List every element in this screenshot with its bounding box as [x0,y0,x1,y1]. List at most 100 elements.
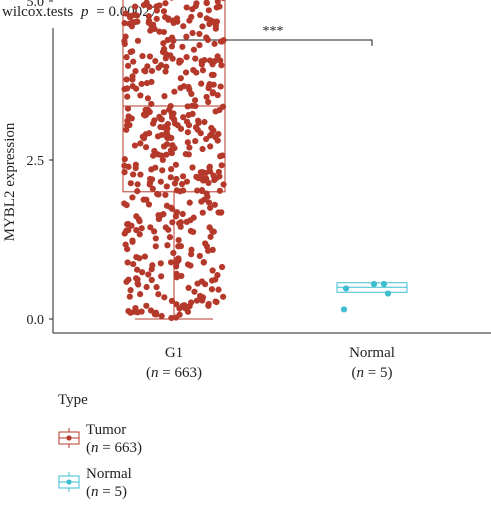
data-point [176,57,183,64]
data-point [137,291,144,298]
data-point [172,161,180,168]
data-point [217,83,224,90]
data-point [162,191,169,199]
data-point [150,120,157,127]
data-point [185,284,192,291]
data-point [152,309,160,316]
data-point [160,8,168,15]
data-point [121,169,128,176]
legend-item-tumor: Tumor (n = 663) [58,421,142,457]
data-point [171,116,178,123]
data-point [196,42,203,49]
data-point [153,7,161,14]
data-point [152,243,159,250]
data-point [145,271,152,278]
data-point [183,4,190,11]
data-point [152,235,159,242]
data-point [218,162,225,169]
data-point [163,202,171,209]
data-point [203,34,210,41]
data-point [160,40,167,47]
data-point [155,291,162,298]
data-point [148,67,156,75]
data-point [212,276,219,283]
data-point [214,0,221,5]
data-point [211,58,218,65]
data-point [199,209,206,216]
data-point [191,288,198,295]
p-symbol: p [80,4,89,20]
data-point [195,119,202,127]
x-tick-n-g1: (n = 663) [146,365,202,380]
data-point [125,308,132,315]
data-point [136,255,143,262]
data-point [209,267,216,274]
data-point [169,219,176,226]
data-point [143,302,150,309]
data-point [159,167,166,174]
data-point [122,10,130,17]
data-point [211,40,218,47]
data-point [220,0,226,2]
data-point [188,299,195,306]
data-point [189,29,196,37]
data-point [183,178,191,185]
data-point [169,142,176,149]
data-point [137,140,144,147]
data-point [173,15,181,22]
data-point [145,201,153,208]
data-point [155,191,162,198]
data-point [151,228,158,235]
data-point [212,134,219,141]
data-point [133,227,140,234]
data-point [123,76,130,83]
data-point [184,261,192,268]
title-prefix: wilcox.tests [2,4,73,20]
data-point [194,280,201,287]
data-point [134,188,141,195]
data-point [186,17,193,24]
data-point [142,106,149,113]
data-point [160,124,167,131]
data-point [130,171,137,178]
data-point [192,137,199,145]
data-point [197,11,204,19]
plot-area [121,0,408,322]
data-point [138,308,145,315]
data-point [150,152,157,159]
data-point [144,95,152,102]
data-point [124,221,131,228]
data-point [162,224,169,231]
data-point [144,63,151,70]
data-point [127,48,134,56]
data-point [197,130,204,137]
data-point [186,86,193,93]
data-point [164,133,172,140]
data-point [163,63,170,70]
data-point [153,15,160,22]
data-point [162,68,169,75]
data-point [156,28,163,35]
data-point [213,298,220,306]
data-point [186,144,193,151]
data-point [134,37,142,44]
data-point [167,259,175,266]
data-point [203,190,210,197]
legend-title: Type [58,392,88,408]
data-point [203,93,210,101]
data-point [203,15,210,22]
data-point [158,273,165,280]
y-axis-label: MYBL2 expression [2,122,18,241]
data-point [157,178,164,185]
data-point [380,280,388,288]
data-point [124,93,131,100]
data-point [179,210,186,218]
data-point [124,117,131,124]
significance-bracket [173,39,373,46]
y-ticks: 0.02.55.07.5 [27,0,53,328]
data-point [185,111,192,119]
data-point [148,78,155,86]
data-point [370,280,378,288]
data-point [171,88,178,95]
data-point [167,147,174,154]
